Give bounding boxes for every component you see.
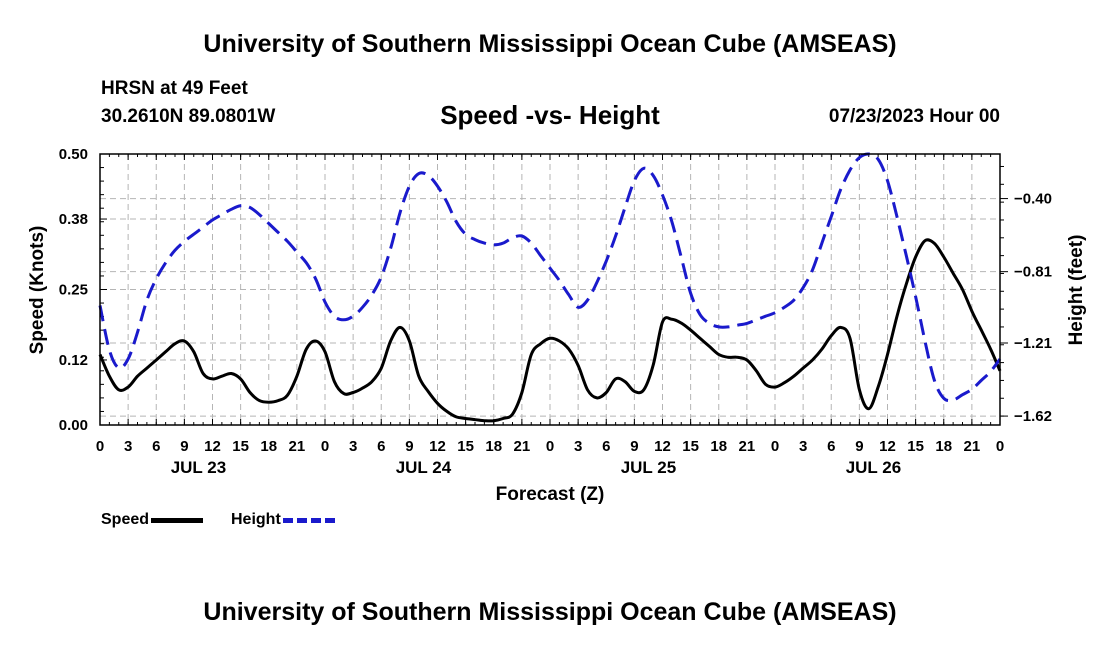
y-axis-label-right: Height (feet) [1066, 235, 1087, 346]
x-tick-label: 12 [204, 438, 221, 455]
x-tick-label: 18 [710, 438, 727, 455]
x-tick-label: 21 [739, 438, 756, 455]
x-day-label: JUL 24 [396, 458, 452, 477]
axis-labels: 0 3 6 9 12 15 18 21 0 3 6 9 12 15 18 21 0 3 6 9 12 15 18 21 0 3 6 9… [59, 146, 1052, 477]
x-tick-label: 21 [514, 438, 531, 455]
x-tick-label: 9 [405, 438, 413, 455]
x-tick-label: 6 [827, 438, 835, 455]
grid [100, 154, 1000, 425]
x-tick-label: 12 [879, 438, 896, 455]
x-tick-label: 0 [96, 438, 104, 455]
x-tick-label: 9 [855, 438, 863, 455]
x-tick-label: 18 [935, 438, 952, 455]
x-tick-label: 9 [630, 438, 638, 455]
chart-title-top: University of Southern Mississippi Ocean… [203, 30, 897, 58]
x-tick-label: 9 [180, 438, 188, 455]
y-tick-label-left: 0.00 [59, 417, 88, 434]
x-tick-label: 12 [429, 438, 446, 455]
x-tick-label: 0 [771, 438, 779, 455]
series-height-line [98, 152, 1002, 403]
y-axis-label-left: Speed (Knots) [27, 226, 48, 355]
x-tick-label: 15 [232, 438, 249, 455]
legend-height-swatch [282, 517, 335, 523]
y-tick-label-right: −0.40 [1014, 191, 1052, 208]
x-tick-label: 18 [485, 438, 502, 455]
x-tick-label: 21 [964, 438, 981, 455]
x-tick-label: 21 [289, 438, 306, 455]
x-day-label: JUL 26 [846, 458, 901, 477]
legend-speed-swatch [151, 517, 204, 523]
x-tick-label: 3 [124, 438, 132, 455]
x-tick-label: 15 [682, 438, 699, 455]
y-tick-label-left: 0.25 [59, 282, 88, 299]
series [98, 152, 1002, 423]
x-tick-label: 0 [321, 438, 329, 455]
x-tick-label: 3 [349, 438, 357, 455]
y-tick-label-left: 0.50 [59, 146, 88, 163]
x-tick-label: 6 [602, 438, 610, 455]
y-tick-label-left: 0.38 [59, 211, 88, 228]
x-tick-label: 18 [260, 438, 277, 455]
y-tick-label-left: 0.12 [59, 352, 88, 369]
x-tick-label: 6 [152, 438, 160, 455]
x-tick-label: 3 [799, 438, 807, 455]
x-day-label: JUL 23 [171, 458, 226, 477]
y-tick-label-right: −1.21 [1014, 335, 1052, 352]
x-tick-label: 6 [377, 438, 385, 455]
x-tick-label: 0 [996, 438, 1004, 455]
station-label: HRSN at 49 Feet [101, 78, 248, 99]
legend-speed: Speed [101, 510, 204, 530]
x-tick-label: 0 [546, 438, 554, 455]
x-tick-label: 3 [574, 438, 582, 455]
x-tick-label: 15 [457, 438, 474, 455]
plot-frame [99, 153, 1001, 426]
y-tick-label-right: −1.62 [1014, 408, 1052, 425]
legend-height-label: Height [231, 511, 281, 528]
x-axis-label: Forecast (Z) [496, 484, 605, 505]
y-tick-label-right: −0.81 [1014, 264, 1052, 281]
x-tick-label: 12 [654, 438, 671, 455]
series-speed-line [98, 238, 1002, 423]
x-tick-label: 15 [907, 438, 924, 455]
x-day-label: JUL 25 [621, 458, 676, 477]
forecast-datetime: 07/23/2023 Hour 00 [828, 106, 1000, 127]
coordinates-label: 30.2610N 89.0801W [101, 106, 276, 127]
legend-height: Height [231, 510, 335, 530]
chart-subtitle: Speed -vs- Height [440, 100, 660, 130]
legend-speed-label: Speed [101, 511, 150, 528]
chart-title-bottom: University of Southern Mississippi Ocean… [203, 598, 897, 626]
